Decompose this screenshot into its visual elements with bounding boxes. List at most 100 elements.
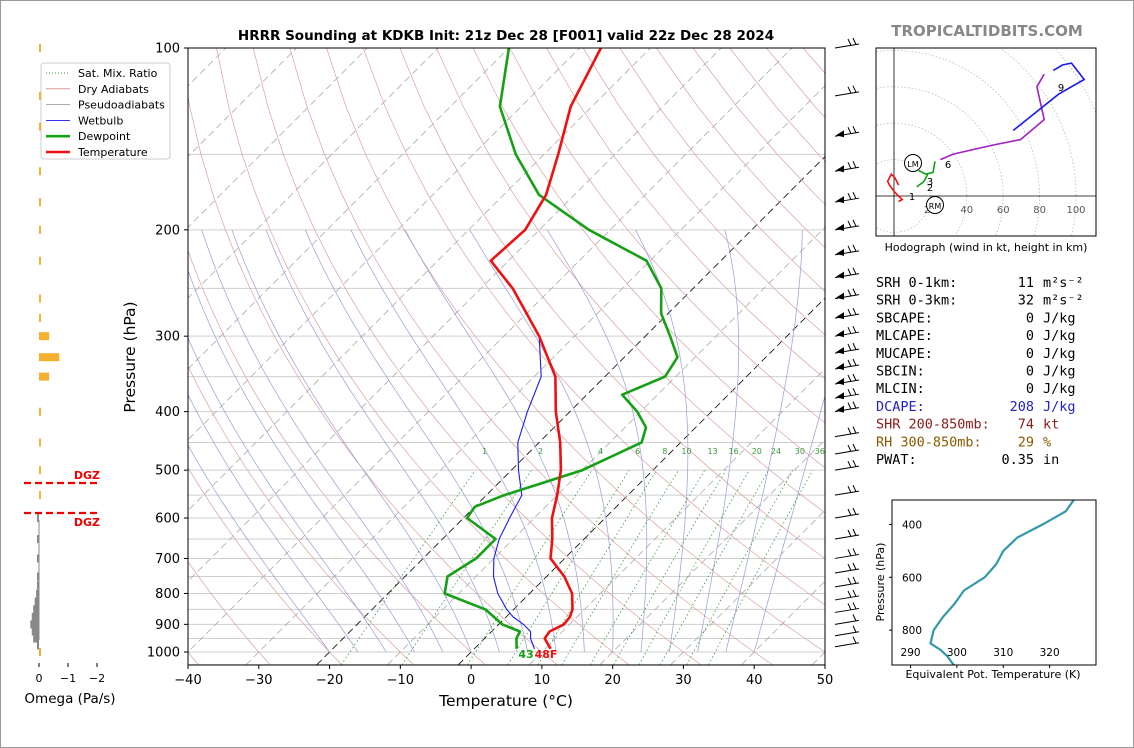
theta-e-x-tick-label: 300 xyxy=(947,647,967,659)
index-unit: J/kg xyxy=(1043,310,1076,326)
legend-label: Sat. Mix. Ratio xyxy=(78,67,158,80)
pseudoadiabat-line xyxy=(231,229,472,653)
wind-barb xyxy=(834,401,860,413)
x-tick-label: 50 xyxy=(817,673,834,688)
barb-feather xyxy=(852,358,857,366)
barb-staff xyxy=(834,568,860,574)
mixing-ratio-label: 13 xyxy=(707,447,717,456)
index-row: MLCAPE: 0 J/kg xyxy=(876,328,1076,344)
legend-label: Wetbulb xyxy=(78,114,123,127)
barb-feather xyxy=(847,549,852,557)
hodograph-frame xyxy=(875,47,1097,237)
mixing-ratio-line xyxy=(537,469,658,665)
barb-feather xyxy=(847,359,852,367)
x-tick-label: −20 xyxy=(316,673,343,688)
theta-e-y-tick-label: 800 xyxy=(902,625,922,637)
barb-feather xyxy=(852,244,857,252)
barb-feather xyxy=(852,37,857,45)
y-tick-label: 800 xyxy=(155,587,180,602)
barb-feather xyxy=(847,245,852,253)
index-unit: J/kg xyxy=(1043,364,1076,380)
barb-feather xyxy=(847,508,852,516)
index-row: SBCAPE: 0 J/kg xyxy=(876,310,1076,326)
hodograph-panel: 2040608010012369LMRM Hodograph (wind in … xyxy=(875,47,1097,254)
legend: Sat. Mix. Ratio Dry Adiabats Pseudoadiabat… xyxy=(40,62,171,160)
mixing-ratio-label: 6 xyxy=(635,447,640,456)
omega-bar xyxy=(39,372,50,381)
pseudoadiabat-line xyxy=(188,269,415,653)
index-label: MLCIN: xyxy=(876,381,925,397)
isotherm-line xyxy=(387,226,825,665)
barb-feather xyxy=(852,161,857,168)
barb-pennant xyxy=(836,130,844,138)
omega-bar xyxy=(39,198,41,207)
omega-bar xyxy=(39,91,41,100)
hodograph-height-label: 6 xyxy=(945,160,951,171)
barb-feather xyxy=(852,342,857,350)
dry-adiabat-line xyxy=(188,561,271,665)
skewt-frame xyxy=(187,47,826,666)
isotherm-line xyxy=(188,48,368,228)
index-unit: % xyxy=(1043,434,1051,450)
dry-adiabat-line xyxy=(252,48,702,665)
barb-feather xyxy=(847,402,852,410)
barb-feather xyxy=(847,590,852,598)
omega-bar xyxy=(31,627,39,636)
legend-item: Dewpoint xyxy=(46,130,131,143)
index-label: RH 300-850mb: xyxy=(876,434,982,450)
mixing-ratio-label: 36 xyxy=(815,447,825,456)
pseudoadiabat-line xyxy=(753,394,825,653)
barb-feather xyxy=(847,326,852,334)
dry-adiabat-line xyxy=(216,48,630,665)
index-row: SBCIN: 0 J/kg xyxy=(876,364,1076,380)
wind-barb xyxy=(834,614,860,625)
index-unit: m²s⁻² xyxy=(1043,293,1084,309)
barb-feather xyxy=(852,267,857,275)
omega-panel: Omega (Pa/s) 0 −1 −2 DGZ DGZ xyxy=(24,44,116,707)
barb-feather xyxy=(852,528,857,536)
wind-barb xyxy=(834,342,860,355)
wind-barb xyxy=(834,244,860,256)
wind-barb xyxy=(834,325,860,338)
hodograph-segment-0 xyxy=(886,172,904,203)
pseudoadiabat-line xyxy=(188,394,359,653)
barb-feather xyxy=(847,86,852,94)
index-value: 0 xyxy=(1026,381,1034,397)
mixing-ratio-line xyxy=(686,470,794,665)
pseudoadiabat-line xyxy=(304,229,529,653)
legend-item: Dry Adiabats xyxy=(46,83,149,96)
hodograph-lm-label: LM xyxy=(907,160,918,169)
mixing-ratio-line xyxy=(340,469,476,665)
wind-barb xyxy=(834,443,860,455)
mixing-ratio-labels: 1 2 4 6 8 10 13 16 20 24 30 36 xyxy=(482,447,825,456)
isotherm-line xyxy=(811,651,825,665)
pseudoadiabat-line xyxy=(265,229,500,653)
x-tick-label: 10 xyxy=(534,673,551,688)
wind-barb xyxy=(834,85,860,97)
barb-feather xyxy=(847,220,852,228)
barb-feather xyxy=(847,289,852,297)
dry-adiabat-line xyxy=(289,48,773,665)
barb-staff xyxy=(834,513,860,519)
barb-feather xyxy=(852,219,857,227)
omega-bar xyxy=(37,554,39,563)
omega-bar xyxy=(39,466,41,475)
barb-feather xyxy=(847,374,852,382)
barb-feather xyxy=(852,576,857,584)
wind-barb xyxy=(834,548,860,559)
barb-staff xyxy=(834,465,860,471)
dry-adiabat-line xyxy=(582,48,825,336)
isotherm-line xyxy=(316,155,825,665)
index-label: SBCAPE: xyxy=(876,310,933,326)
barb-staff xyxy=(834,619,860,625)
barb-feather xyxy=(847,127,852,134)
barb-feather xyxy=(847,427,852,435)
index-label: PWAT: xyxy=(876,452,917,468)
wind-barb xyxy=(834,288,860,300)
index-row: SRH 0-3km: 32 m²s⁻² xyxy=(876,293,1084,309)
barb-staff xyxy=(834,43,860,49)
barb-feather xyxy=(852,401,857,409)
wind-barb xyxy=(834,387,860,400)
